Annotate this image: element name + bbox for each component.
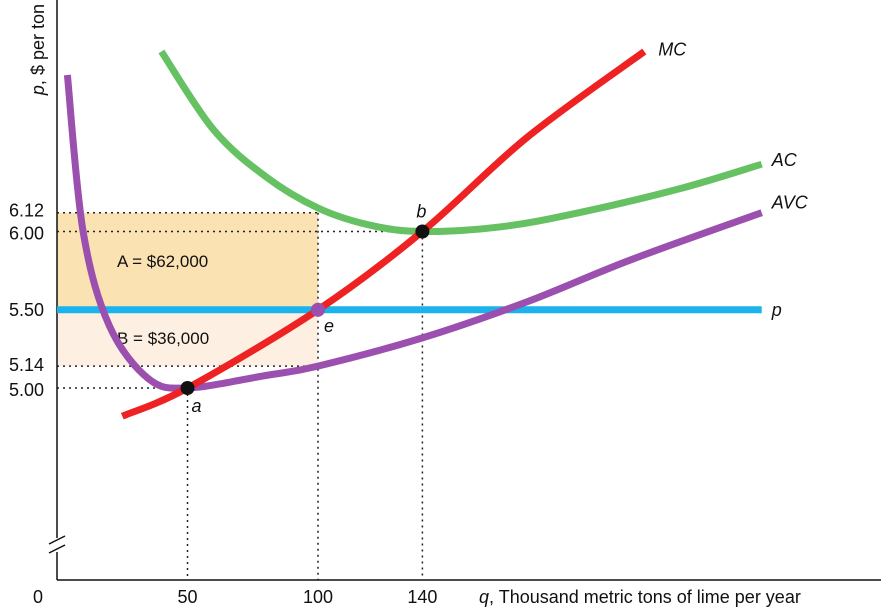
curve-label-avc: AVC xyxy=(771,193,809,213)
curve-avc xyxy=(63,74,763,392)
y-axis-title-rest: , $ per ton xyxy=(28,4,48,85)
area-label-a: A = $62,000 xyxy=(117,252,208,271)
x-tick-label-140: 140 xyxy=(407,587,437,607)
point-b xyxy=(415,224,430,239)
point-e xyxy=(311,302,325,317)
x-axis-title: q, Thousand metric tons of lime per year xyxy=(479,587,801,607)
x-axis-title-rest: , Thousand metric tons of lime per year xyxy=(489,587,801,607)
curve-ac xyxy=(158,49,763,236)
x-tick-label-50: 50 xyxy=(177,587,197,607)
y-axis-break-mark xyxy=(48,535,66,554)
y-tick-label-6-00: 6.00 xyxy=(9,224,44,244)
curve-label-p: p xyxy=(771,300,782,320)
x-axis-title-var: q xyxy=(479,587,489,607)
y-axis-title: p, $ per ton xyxy=(28,4,48,96)
x-tick-label-0: 0 xyxy=(33,587,43,607)
x-tick-label-100: 100 xyxy=(303,587,333,607)
curve-label-mc: MC xyxy=(658,40,687,60)
area-label-b: B = $36,000 xyxy=(117,329,209,348)
point-label-a: a xyxy=(192,396,202,416)
point-label-e: e xyxy=(324,316,334,336)
labels: p, $ per ton q, Thousand metric tons of … xyxy=(9,4,809,607)
y-tick-label-5-50: 5.50 xyxy=(9,300,44,320)
y-axis-title-var: p xyxy=(28,85,48,96)
axes xyxy=(48,0,881,581)
point-label-b: b xyxy=(416,202,426,222)
y-tick-label-6-12: 6.12 xyxy=(9,201,44,221)
y-tick-label-5-00: 5.00 xyxy=(9,380,44,400)
point-a xyxy=(180,381,195,395)
marked-points xyxy=(180,224,430,395)
y-tick-label-5-14: 5.14 xyxy=(9,355,44,375)
curve-label-ac: AC xyxy=(771,150,798,170)
